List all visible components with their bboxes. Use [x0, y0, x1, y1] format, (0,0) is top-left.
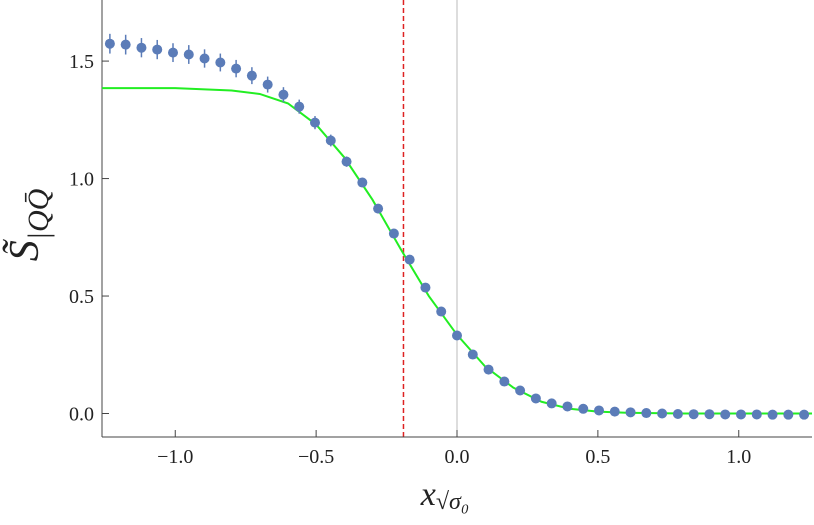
y-tick-label: 0.5 [69, 286, 94, 308]
data-point [578, 403, 589, 414]
x-tick-label: −0.5 [298, 446, 334, 468]
data-point [499, 376, 510, 387]
data-point [215, 57, 226, 68]
data-point [310, 117, 320, 128]
data-point [294, 101, 305, 112]
data-point [657, 408, 668, 419]
data-point [767, 409, 778, 420]
data-point [799, 409, 810, 420]
data-point [152, 44, 163, 55]
x-tick-label: 0.0 [445, 446, 470, 468]
data-point [404, 254, 415, 265]
data-point [278, 89, 289, 100]
data-point [609, 406, 620, 417]
data-point [704, 409, 715, 420]
y-axis-label: S̃|QQ̄ [2, 188, 55, 261]
y-tick-label: 0.0 [69, 404, 94, 426]
x-tick-label: −1.0 [157, 446, 193, 468]
data-point [436, 306, 447, 317]
data-point [420, 282, 431, 293]
data-point [136, 42, 147, 53]
data-point [736, 409, 746, 420]
data-point [467, 349, 478, 360]
data-point [783, 409, 794, 420]
data-point [546, 398, 557, 409]
data-point [183, 49, 194, 60]
data-point [262, 79, 273, 90]
data-point [104, 38, 115, 49]
data-point [720, 409, 731, 420]
data-point [452, 330, 462, 341]
x-tick-label: 0.5 [585, 446, 610, 468]
data-point [625, 407, 636, 418]
data-point [562, 401, 573, 412]
data-point [594, 405, 604, 416]
data-point [530, 393, 541, 404]
data-point [688, 409, 699, 420]
x-axis-label: x√σ₀ [420, 476, 469, 515]
data-point [641, 408, 652, 419]
data-point [672, 408, 683, 419]
data-point [325, 135, 336, 146]
data-point [231, 63, 242, 74]
data-point [515, 385, 526, 396]
data-point [751, 409, 762, 420]
x-tick-label: 1.0 [726, 446, 751, 468]
data-point [199, 53, 210, 64]
data-point [388, 228, 399, 239]
data-point [373, 203, 384, 214]
y-tick-label: 1.0 [69, 169, 94, 191]
y-tick-label: 1.5 [69, 51, 94, 73]
data-point [168, 47, 178, 58]
data-point [246, 70, 257, 81]
data-point [357, 177, 368, 188]
data-point [341, 156, 352, 167]
data-point [120, 39, 131, 50]
data-point [483, 364, 494, 375]
